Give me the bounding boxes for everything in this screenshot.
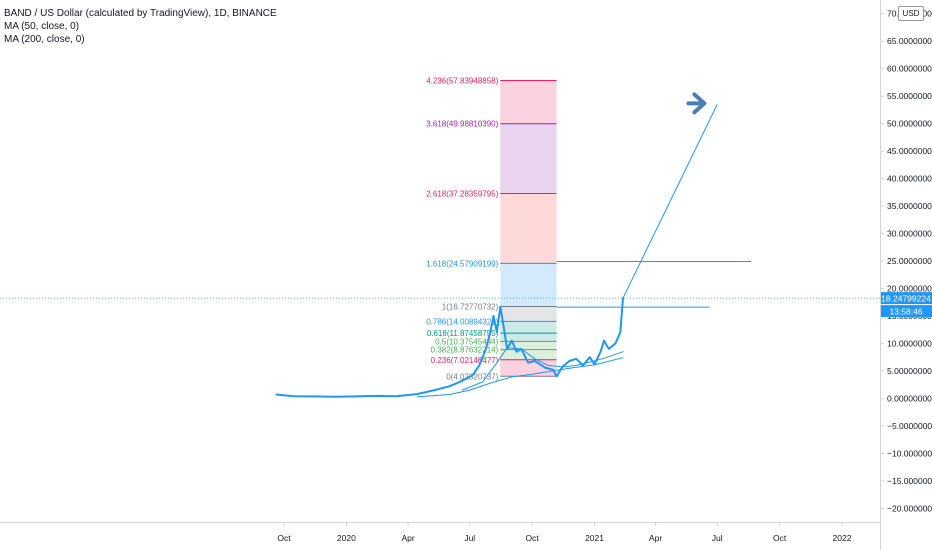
y-tick-label: 5.00000000 bbox=[887, 366, 932, 376]
x-tick-label: Jul bbox=[712, 533, 723, 543]
y-tick-label: −15.00000000 bbox=[887, 476, 932, 486]
y-tick-label: 20.00000000 bbox=[887, 283, 932, 293]
fib-level-label: 1(16.72770732) bbox=[442, 302, 499, 311]
fib-level-label: 4.236(57.83948858) bbox=[426, 77, 498, 86]
fib-band bbox=[500, 306, 557, 322]
y-tick-label: 50.00000000 bbox=[887, 119, 932, 129]
fib-band bbox=[500, 341, 557, 350]
fib-band bbox=[500, 193, 557, 264]
fib-band bbox=[500, 80, 557, 124]
fib-level-label: 3.618(49.98810390) bbox=[426, 120, 498, 129]
y-tick-label: 40.00000000 bbox=[887, 174, 932, 184]
x-tick-label: Oct bbox=[773, 533, 787, 543]
arrow-right-icon bbox=[692, 92, 707, 115]
x-tick-label: Jul bbox=[464, 533, 475, 543]
last-price-label: 18.24799224 bbox=[881, 294, 931, 304]
ma50-legend: MA (50, close, 0) bbox=[4, 21, 80, 32]
symbol-title: BAND / US Dollar (calculated by TradingV… bbox=[4, 8, 277, 19]
x-tick-label: Apr bbox=[649, 533, 662, 543]
fib-band bbox=[500, 123, 557, 194]
fib-band bbox=[500, 321, 557, 334]
y-tick-label: −10.00000000 bbox=[887, 448, 932, 458]
fib-band bbox=[500, 263, 557, 307]
ma200-line bbox=[417, 357, 624, 398]
fib-level-label: 1.618(24.57909199) bbox=[426, 259, 498, 268]
fib-level-label: 0.5(10.37545484) bbox=[435, 337, 499, 346]
y-tick-label: 65.00000000 bbox=[887, 36, 932, 46]
currency-button[interactable]: USD bbox=[898, 6, 924, 21]
last-price-tag bbox=[881, 292, 932, 305]
y-tick-label: 35.00000000 bbox=[887, 201, 932, 211]
x-tick-label: Apr bbox=[401, 533, 414, 543]
countdown-tag bbox=[881, 305, 932, 318]
fib-level-label: 0.618(11.87458755) bbox=[427, 329, 499, 338]
x-tick-label: 2022 bbox=[833, 533, 852, 543]
fib-level-label: 2.618(37.28359795) bbox=[426, 190, 498, 199]
ma200-legend: MA (200, close, 0) bbox=[4, 34, 85, 45]
y-tick-label: 45.00000000 bbox=[887, 146, 932, 156]
y-tick-label: −20.00000000 bbox=[887, 503, 932, 513]
y-tick-label: 60.00000000 bbox=[887, 64, 932, 74]
y-tick-label: 0.00000000 bbox=[887, 393, 932, 403]
y-tick-label: 25.00000000 bbox=[887, 256, 932, 266]
y-tick-label: 30.00000000 bbox=[887, 229, 932, 239]
y-tick-label: 55.00000000 bbox=[887, 91, 932, 101]
fib-level-label: 0.786(14.00894321) bbox=[426, 317, 498, 326]
y-tick-label: −5.00000000 bbox=[887, 421, 932, 431]
x-tick-label: Oct bbox=[277, 533, 291, 543]
fib-band bbox=[500, 333, 557, 342]
projection-line bbox=[622, 104, 718, 299]
x-tick-label: 2020 bbox=[337, 533, 356, 543]
fib-level-label: 0.236(7.02146477) bbox=[431, 356, 499, 365]
x-tick-label: Oct bbox=[526, 533, 540, 543]
chart-legend: BAND / US Dollar (calculated by TradingV… bbox=[4, 7, 277, 46]
countdown-label: 13:58:46 bbox=[889, 307, 922, 317]
y-tick-label: 10.00000000 bbox=[887, 338, 932, 348]
price-line bbox=[275, 297, 624, 398]
x-tick-label: 2021 bbox=[585, 533, 604, 543]
fib-level-label: 0(4.02320737) bbox=[446, 372, 498, 381]
fib-level-label: 0.382(8.87632214) bbox=[431, 346, 499, 355]
